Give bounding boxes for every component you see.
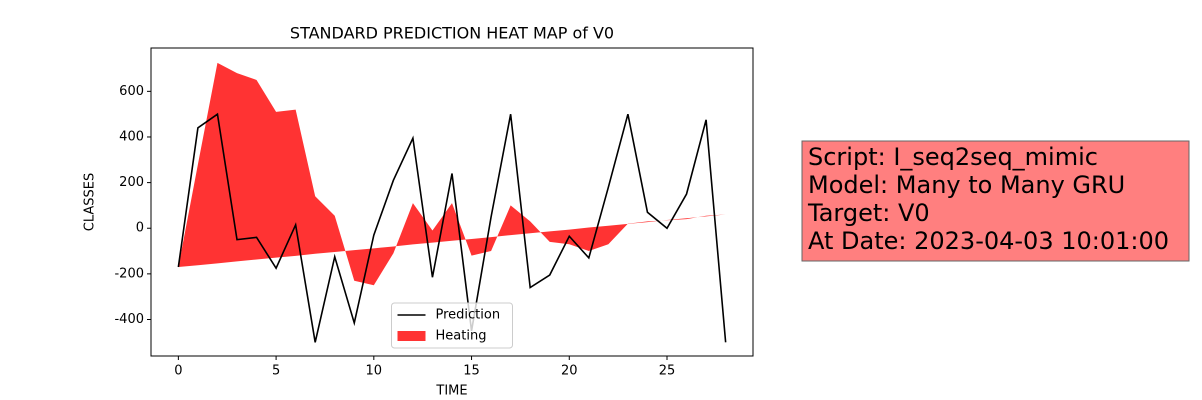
x-tick-label: 0 xyxy=(174,364,182,379)
line xyxy=(177,112,727,343)
area xyxy=(178,62,726,286)
y-tick-label: 0 xyxy=(136,221,144,236)
annotation-line: Model: Many to Many GRU xyxy=(808,171,1125,199)
x-tick-label: 5 xyxy=(272,364,280,379)
chart-title: STANDARD PREDICTION HEAT MAP of V0 xyxy=(290,24,614,43)
plot-frame xyxy=(150,47,754,357)
y-tick-label: 600 xyxy=(119,84,144,99)
y-tick-label: 200 xyxy=(119,175,144,190)
annotation-line: At Date: 2023-04-03 10:01:00 xyxy=(808,227,1169,255)
y-axis-label: CLASSES xyxy=(83,173,98,231)
y-tick-label: -400 xyxy=(114,312,144,327)
legend-label: Heating xyxy=(436,329,487,344)
legend-swatch xyxy=(397,331,426,341)
annotation-line: Target: V0 xyxy=(807,199,930,227)
annotation-box xyxy=(801,140,1190,262)
x-tick-label: 15 xyxy=(463,364,480,379)
annotation-line: Script: I_seq2seq_mimic xyxy=(808,143,1098,171)
legend-label: Prediction xyxy=(436,308,501,323)
x-axis-label: TIME xyxy=(435,384,467,399)
x-tick-label: 25 xyxy=(659,364,676,379)
x-tick-label: 20 xyxy=(561,364,578,379)
x-tick-label: 10 xyxy=(366,364,383,379)
y-tick-label: 400 xyxy=(119,129,144,144)
y-tick-label: -200 xyxy=(114,266,144,281)
